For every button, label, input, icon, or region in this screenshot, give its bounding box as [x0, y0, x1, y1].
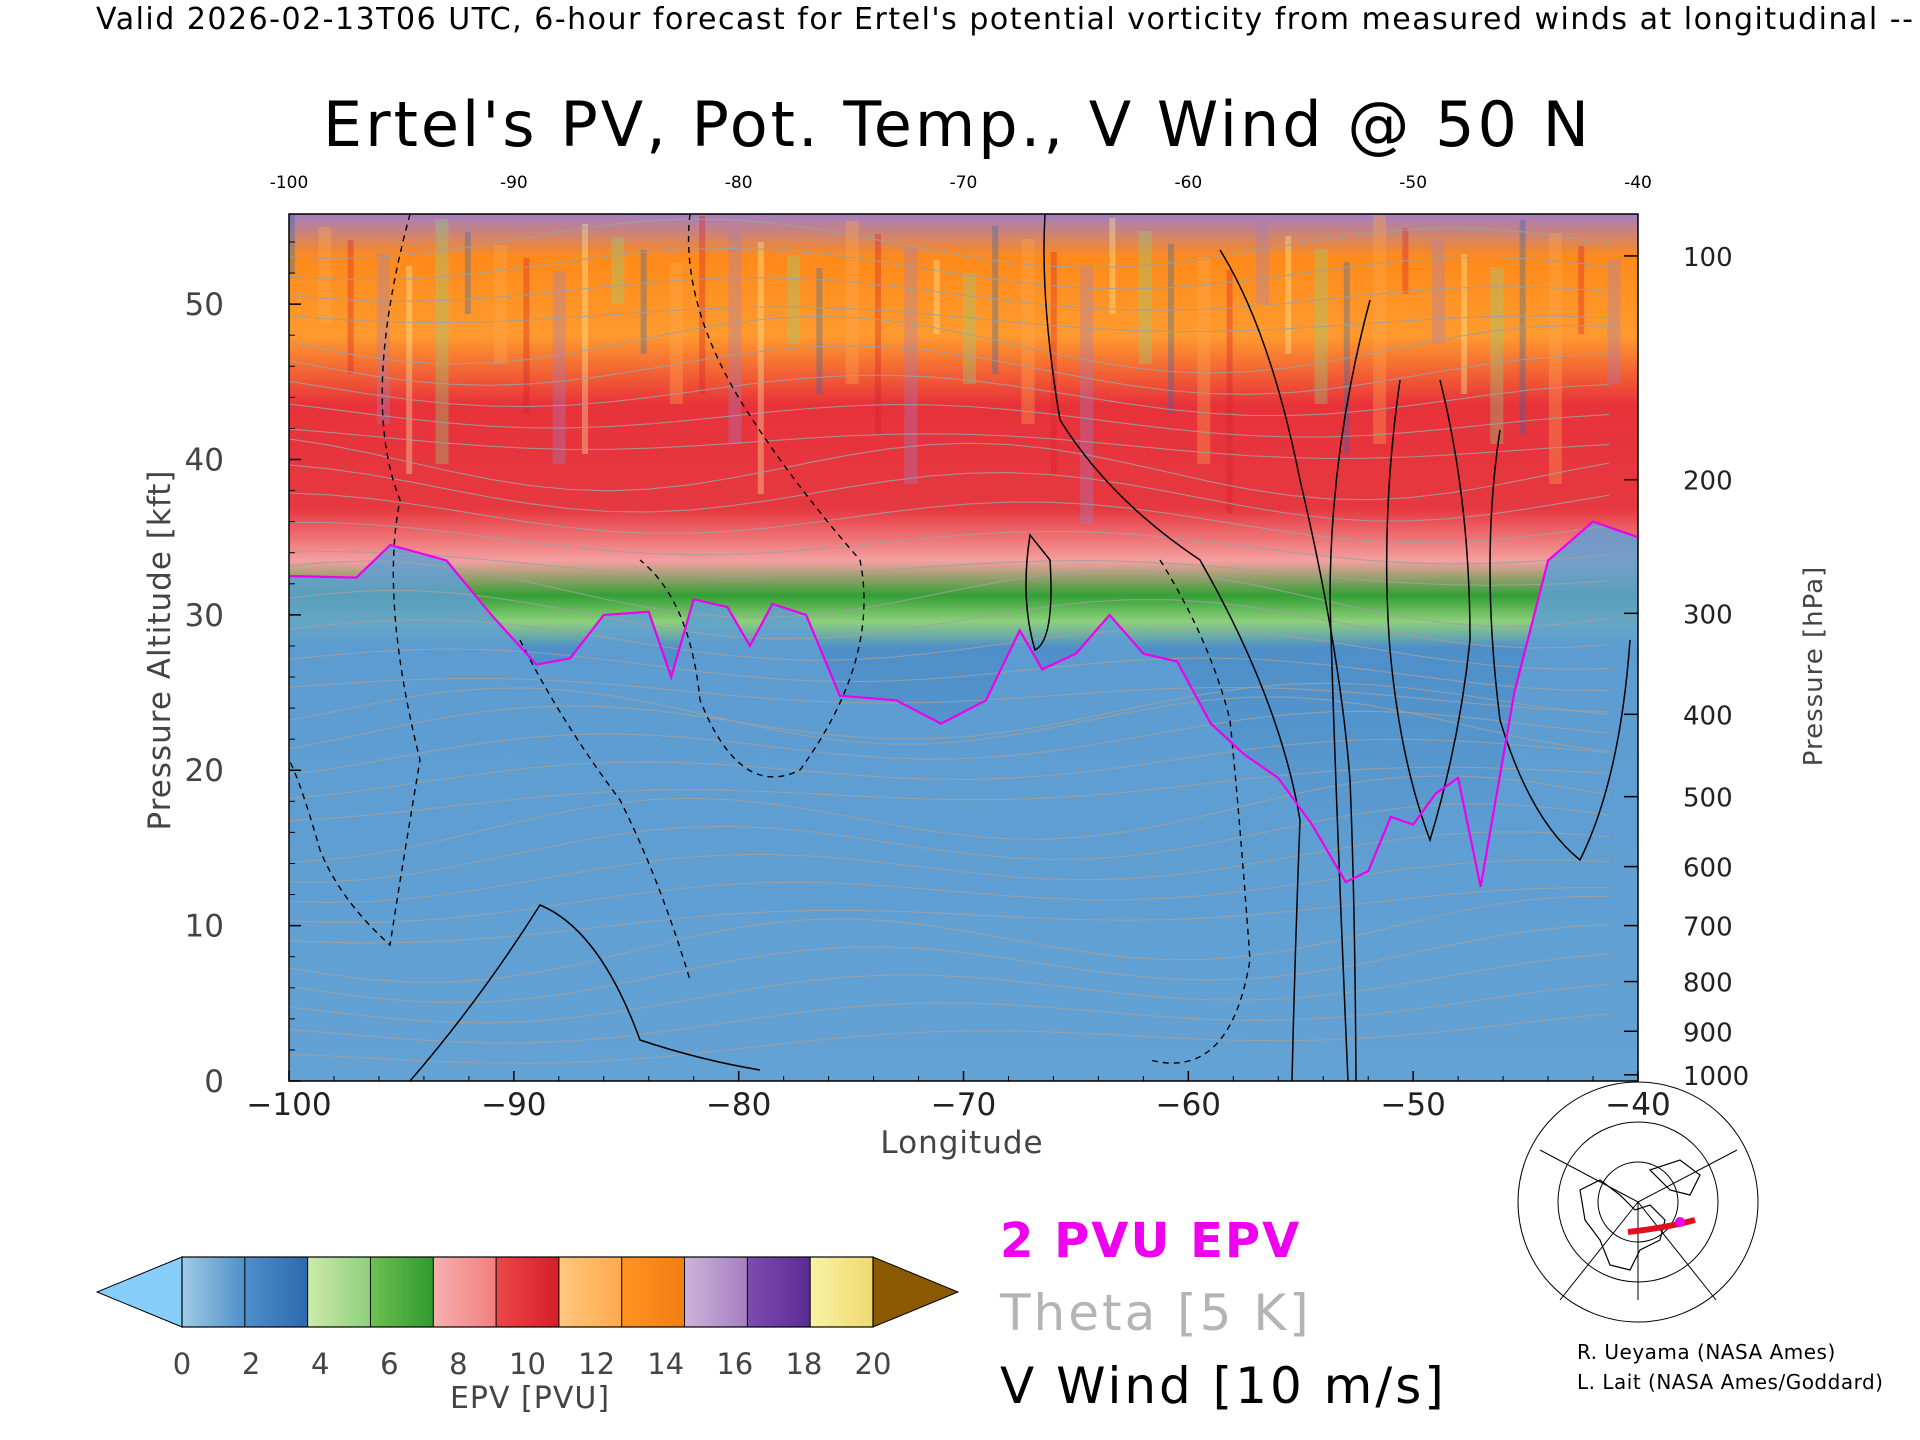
x-tick-label: −90 [481, 1087, 546, 1123]
y-tick-label: 20 [185, 753, 224, 789]
pressure-tick-label: 200 [1683, 467, 1733, 497]
colorbar-band [182, 1257, 246, 1327]
colorbar-band [433, 1257, 497, 1327]
colorbar-tick-label: 8 [449, 1347, 467, 1381]
pressure-tick-label: 400 [1683, 701, 1733, 731]
colorbar-tick-label: 4 [311, 1347, 329, 1381]
y-axis-pressure: 1000 900 800 700 600 500 400 300 200 100 [1624, 243, 1749, 1092]
y-tick-label: 30 [185, 598, 224, 634]
y2-axis-label: Pressure [hPa] [1799, 566, 1829, 767]
pressure-tick-label: 900 [1683, 1018, 1733, 1048]
x-tick-label-top: -80 [725, 173, 753, 193]
colorbar-band [684, 1257, 748, 1327]
tropopause-2pvu-line [289, 520, 1638, 888]
x-axis-top: -100 -90 -80 -70 -60 -50 -40 [270, 173, 1652, 193]
colorbar-band [621, 1257, 686, 1327]
credits: R. Ueyama (NASA Ames) L. Lait (NASA Ames… [1577, 1337, 1883, 1397]
colorbar-over-arrow [872, 1256, 960, 1328]
x-tick-label-top: -100 [270, 173, 309, 193]
colorbar-tick-label: 0 [173, 1347, 191, 1381]
colorbar-tick-label: 16 [716, 1347, 753, 1381]
pressure-tick-label: 300 [1683, 600, 1733, 630]
pressure-tick-label: 800 [1683, 969, 1733, 999]
y-tick-label: 10 [185, 909, 224, 945]
legend-theta: Theta [5 K] [1000, 1284, 1312, 1342]
x-tick-label-top: -50 [1399, 173, 1427, 193]
polar-stereographic-map-icon [1517, 1081, 1759, 1323]
colorbar-tick-label: 20 [855, 1347, 892, 1381]
x-tick-label: −70 [931, 1087, 996, 1123]
pressure-tick-label: 600 [1683, 854, 1733, 884]
colorbar-tick-label: 2 [242, 1347, 260, 1381]
chart-title: Ertel's PV, Pot. Temp., V Wind @ 50 N [322, 88, 1593, 161]
colorbar-band [558, 1257, 623, 1327]
y-tick-label: 40 [185, 442, 224, 478]
pressure-tick-label: 1000 [1683, 1062, 1749, 1092]
y-axis-label: Pressure Altitude [kft] [142, 470, 178, 831]
colorbar-band [747, 1257, 811, 1327]
colorbar-tick-label: 14 [647, 1347, 684, 1381]
colorbar-band [244, 1257, 309, 1327]
colorbar-tick-label: 6 [380, 1347, 398, 1381]
pressure-tick-label: 700 [1683, 913, 1733, 943]
x-axis: −100 −90 −80 −70 −60 −50 −40 [246, 1071, 1671, 1123]
x-tick-label-top: -40 [1624, 173, 1652, 193]
epv-field [289, 214, 1638, 1081]
colorbar-band [370, 1257, 434, 1327]
colorbar-tick-label: 10 [509, 1347, 546, 1381]
x-tick-label-top: -90 [500, 173, 528, 193]
x-tick-label: −50 [1380, 1087, 1445, 1123]
colorbar-band [307, 1257, 371, 1327]
colorbar-tick-label: 12 [578, 1347, 615, 1381]
legend-epv: 2 PVU EPV [1000, 1213, 1302, 1269]
legend-vwind: V Wind [10 m/s] [1000, 1357, 1447, 1415]
colorbar-under-arrow [95, 1256, 183, 1328]
x-tick-label-top: -70 [950, 173, 978, 193]
credit-line-2: L. Lait (NASA Ames/Goddard) [1577, 1370, 1884, 1394]
x-tick-label: −100 [246, 1087, 331, 1123]
forecast-banner: Valid 2026-02-13T06 UTC, 6-hour forecast… [96, 2, 1920, 37]
pressure-tick-label: 100 [1683, 243, 1733, 273]
x-tick-label-top: -60 [1174, 173, 1202, 193]
x-axis-label: Longitude [880, 1125, 1043, 1161]
colorbar-band [496, 1257, 560, 1327]
x-tick-label: −60 [1156, 1087, 1221, 1123]
credit-line-1: R. Ueyama (NASA Ames) [1577, 1340, 1836, 1364]
colorbar-tick-label: 18 [785, 1347, 822, 1381]
colorbar-band [810, 1257, 874, 1327]
epv-colorbar: 0 2 4 6 8 10 12 14 16 18 20 [95, 1256, 960, 1381]
y-tick-label: 0 [204, 1064, 224, 1100]
y-tick-label: 50 [185, 287, 224, 323]
colorbar-label: EPV [PVU] [449, 1381, 611, 1416]
pressure-tick-label: 500 [1683, 784, 1733, 814]
y-axis-kft: 0 10 20 30 40 50 [185, 241, 301, 1100]
x-tick-label: −40 [1605, 1087, 1670, 1123]
x-tick-label: −80 [706, 1087, 771, 1123]
